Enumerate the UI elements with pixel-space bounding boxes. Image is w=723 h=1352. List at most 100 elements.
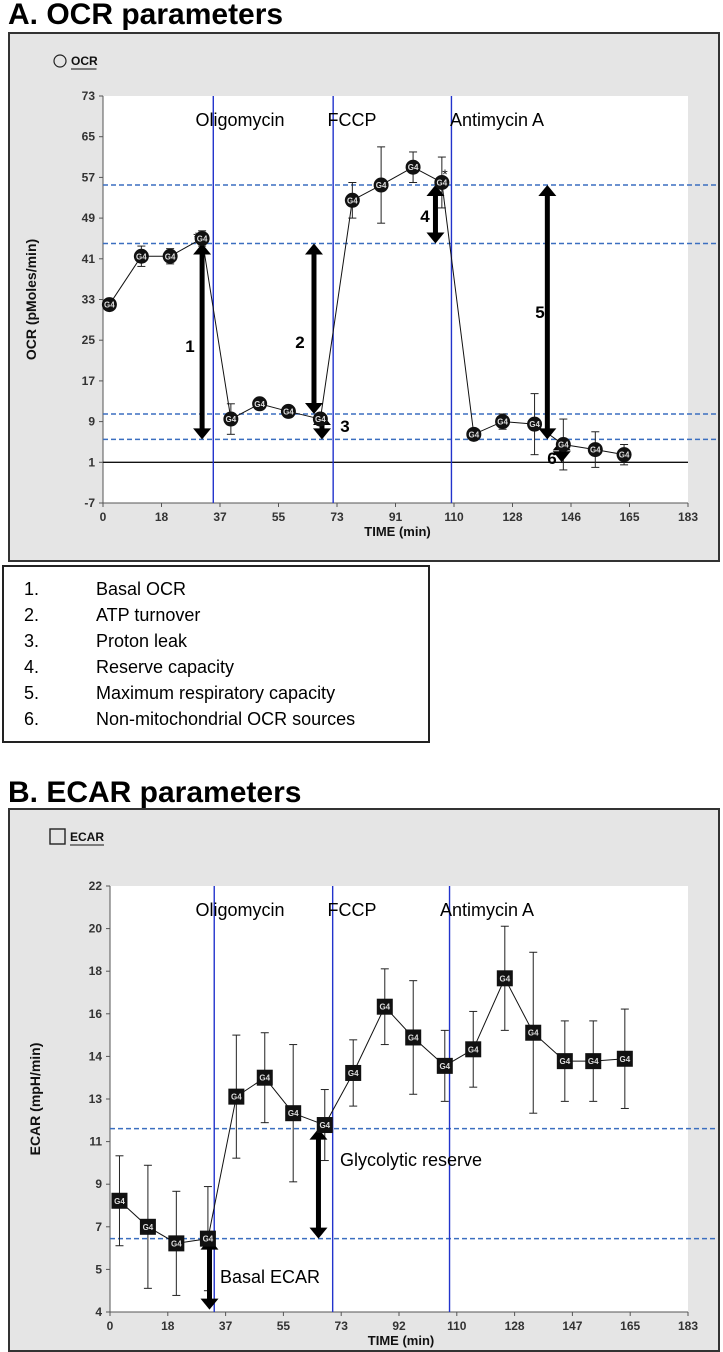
y-tick-label: 57 — [82, 170, 96, 184]
parameter-legend: 1. Basal OCR 2. ATP turnover 3. Proton l… — [2, 565, 430, 743]
data-point-label: G4 — [497, 418, 508, 427]
x-tick-label: 18 — [161, 1319, 175, 1333]
x-tick-label: 183 — [678, 510, 698, 524]
data-point-marker — [316, 1117, 333, 1134]
legend-item-text: ATP turnover — [96, 605, 201, 625]
y-tick-label: 18 — [89, 964, 103, 978]
arrow-label: 5 — [535, 303, 544, 322]
data-point-marker — [376, 998, 393, 1015]
data-point-marker — [587, 442, 603, 458]
y-tick-label: 41 — [82, 252, 96, 266]
significance-asterisk: * — [442, 166, 448, 182]
arrow-head-down — [309, 1227, 328, 1239]
data-point-marker — [194, 230, 210, 246]
data-point-marker — [555, 436, 571, 452]
arrow-label: Basal ECAR — [220, 1267, 320, 1287]
data-point-marker — [252, 396, 268, 412]
arrow-head-up — [309, 1128, 328, 1140]
data-point-marker — [405, 1029, 422, 1046]
arrow-shaft — [315, 1137, 321, 1230]
x-tick-label: 146 — [561, 510, 581, 524]
data-point-label: G4 — [319, 1121, 330, 1130]
legend-item-text: Maximum respiratory capacity — [96, 683, 336, 703]
data-point-label: G4 — [171, 1239, 182, 1248]
x-tick-label: 91 — [389, 510, 403, 524]
arrow-shaft — [311, 252, 317, 405]
arrow — [304, 243, 323, 414]
x-tick-label: 0 — [100, 510, 107, 524]
x-tick-label: 55 — [272, 510, 286, 524]
arrow-label: 2 — [295, 333, 304, 352]
data-point-label: G4 — [529, 420, 540, 429]
arrow-shaft — [319, 422, 325, 431]
arrow-label: Glycolytic reserve — [340, 1150, 482, 1170]
data-point-marker — [223, 411, 239, 427]
data-point-marker — [556, 1053, 573, 1070]
arrow-head-up — [538, 185, 557, 197]
arrow-label: 3 — [340, 417, 349, 436]
ocr-chart-panel: OCR -7 1 9 17 25 33 41 49 57 65 73 0 18 37 55 73 91 110 128… — [8, 32, 720, 562]
data-point-marker — [344, 192, 360, 208]
data-point-label: G4 — [104, 301, 115, 310]
arrow-head-up — [426, 185, 445, 197]
chart-legend-label: OCR — [71, 54, 98, 68]
data-point-marker — [616, 447, 632, 463]
x-tick-label: 92 — [392, 1319, 406, 1333]
legend-item-number: 2. — [24, 605, 40, 625]
y-tick-label: 9 — [95, 1177, 102, 1191]
x-tick-label: 165 — [619, 510, 639, 524]
ecar-chart-panel: ECAR 4 5 7 9 11 13 14 16 18 20 22 0 18 37 55 73 92 110 128 1… — [8, 808, 720, 1352]
y-tick-label: 25 — [82, 333, 96, 347]
data-point-label: G4 — [619, 1055, 630, 1064]
data-point-marker — [280, 403, 296, 419]
legend-item-text: Reserve capacity — [96, 657, 235, 677]
data-point-marker — [373, 177, 389, 193]
data-point-marker — [162, 248, 178, 264]
data-point-marker — [345, 1064, 362, 1081]
arrow-head-up — [193, 243, 212, 255]
arrow — [309, 1128, 328, 1239]
x-tick-label: 18 — [155, 510, 169, 524]
legend-item-text: Basal OCR — [96, 579, 187, 599]
x-axis-label: TIME (min) — [368, 1333, 434, 1348]
y-tick-label: 65 — [82, 130, 96, 144]
arrow-shaft — [432, 194, 438, 235]
legend-marker-icon — [49, 828, 66, 845]
x-tick-label: 37 — [219, 1319, 233, 1333]
data-point-marker — [139, 1218, 156, 1235]
data-point-label: G4 — [347, 196, 358, 205]
legend-item-text: Proton leak — [96, 631, 188, 651]
data-point-label: G4 — [499, 974, 510, 983]
data-point-label: G4 — [197, 234, 208, 243]
legend-marker-icon — [53, 54, 67, 68]
legend-item-number: 5. — [24, 683, 40, 703]
data-point-label: G4 — [376, 181, 387, 190]
arrow-head-down — [200, 1298, 219, 1310]
data-point-marker — [101, 297, 117, 313]
data-point-marker — [466, 426, 482, 442]
y-tick-label: 5 — [95, 1262, 102, 1276]
data-point-label: G4 — [468, 1045, 479, 1054]
legend-item-number: 3. — [24, 631, 40, 651]
arrow-head-down — [552, 451, 571, 463]
x-tick-label: 183 — [678, 1319, 698, 1333]
data-point-marker — [495, 414, 511, 430]
x-tick-label: 165 — [620, 1319, 640, 1333]
data-point-label: G4 — [231, 1093, 242, 1102]
data-point-label: G4 — [559, 1057, 570, 1066]
data-point-label: G4 — [288, 1109, 299, 1118]
data-point-marker — [436, 1057, 453, 1074]
legend-item-number: 6. — [24, 709, 40, 729]
injection-label: Oligomycin — [195, 900, 284, 920]
data-point-label: G4 — [348, 1069, 359, 1078]
y-axis-label: OCR (pMoles/min) — [23, 239, 39, 360]
arrow — [426, 185, 445, 244]
data-point-label: G4 — [408, 163, 419, 172]
data-point-label: G4 — [558, 440, 569, 449]
y-tick-label: 16 — [89, 1007, 103, 1021]
injection-label: Antimycin A — [440, 900, 534, 920]
data-point-marker — [312, 411, 328, 427]
data-point-label: G4 — [114, 1197, 125, 1206]
data-point-marker — [405, 159, 421, 175]
data-point-label: G4 — [143, 1223, 154, 1232]
